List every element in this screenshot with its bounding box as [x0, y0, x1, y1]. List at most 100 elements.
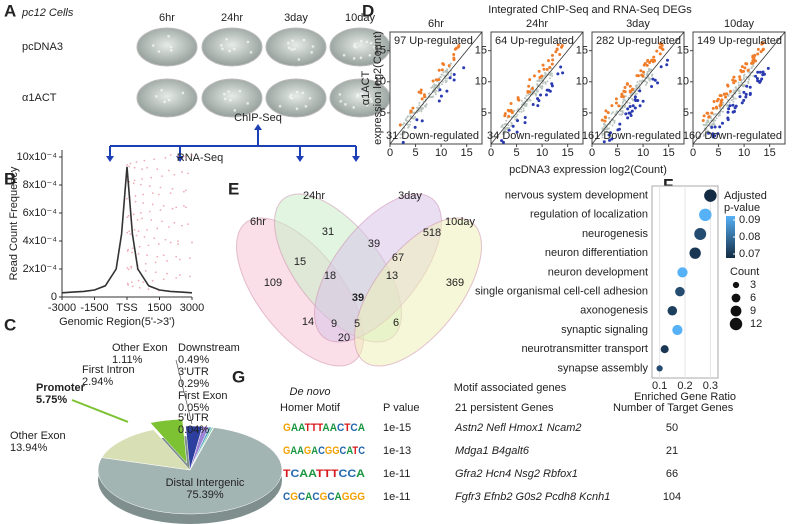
read-speck: [164, 238, 167, 241]
y-tick-label: 2x10⁻⁴: [23, 263, 58, 275]
cell-speck: [246, 40, 250, 44]
cell-speck: [304, 104, 308, 108]
pie-slice: [97, 427, 283, 515]
cell-speck: [310, 51, 313, 54]
scatter-decor: [624, 104, 627, 107]
scatter-decor: [718, 114, 721, 117]
scatter-decor: [447, 64, 451, 68]
scatter-decor: [626, 107, 630, 111]
read-speck: [153, 158, 156, 161]
read-speck: [184, 156, 187, 159]
scatter-decor: [748, 91, 752, 95]
term-dot: [667, 306, 678, 316]
arrow-head: [106, 156, 114, 162]
cell-speck: [365, 40, 369, 44]
scatter-decor: [534, 92, 537, 95]
scatter-decor: [633, 98, 637, 102]
y-tick-label: 4x10⁻⁴: [23, 235, 58, 247]
read-speck: [126, 250, 129, 252]
scatter-decor: [544, 81, 547, 84]
scatter-decor: [528, 90, 532, 94]
cell-speck: [181, 91, 185, 95]
scatter-decor: [719, 103, 723, 107]
legend-title: p-value: [724, 202, 760, 214]
scatter-decor: [751, 54, 755, 58]
scatter-decor: [402, 130, 405, 133]
cell-speck: [369, 97, 373, 101]
read-speck: [175, 276, 178, 279]
scatter-decor: [643, 61, 647, 65]
scatter-decor: [619, 105, 622, 108]
y-tick-label: 10: [374, 76, 386, 88]
pie-value-label: 2.94%: [82, 376, 113, 388]
scatter-decor: [556, 43, 560, 47]
read-speck: [182, 204, 185, 207]
read-speck: [135, 161, 138, 163]
scatter-decor: [539, 93, 543, 97]
profile-line: [61, 166, 193, 294]
y-tick-label: 10: [677, 76, 689, 88]
y-tick-label: 5: [380, 107, 386, 119]
read-speck: [129, 162, 132, 165]
y-tick-label: 10x10⁻⁴: [16, 151, 57, 163]
read-speck: [156, 227, 159, 230]
leader: [175, 359, 193, 425]
scatter-decor: [412, 117, 415, 120]
scatter-decor: [398, 123, 402, 127]
scatter-decor: [614, 97, 618, 101]
scatter-decor: [621, 101, 624, 104]
down-label: 161 Down-regulated: [582, 130, 681, 142]
scatter-decor: [403, 122, 406, 125]
scatter-decor: [440, 73, 443, 76]
cell-speck: [291, 39, 294, 43]
cell-speck: [342, 53, 346, 57]
term-label: nervous system development: [505, 190, 648, 202]
scatter-decor: [756, 70, 760, 74]
read-speck: [184, 206, 187, 209]
read-speck: [137, 279, 140, 282]
read-speck: [132, 213, 135, 216]
scatter-decor: [636, 98, 640, 102]
scatter-decor: [747, 82, 750, 85]
cell-speck: [228, 49, 231, 53]
scatter-decor: [501, 140, 505, 144]
scatter-decor: [601, 136, 604, 139]
scatter-decor: [618, 122, 622, 126]
x-tick-label: 10: [637, 147, 649, 159]
scatter-decor: [738, 75, 742, 79]
scatter-decor: [437, 78, 441, 82]
scatter-decor: [507, 109, 511, 113]
scatter-decor: [759, 50, 763, 54]
scatter-decor: [502, 130, 505, 133]
cell-image: [265, 78, 327, 118]
cell-speck: [295, 107, 299, 111]
scatter-decor: [413, 111, 416, 114]
cell-speck: [293, 47, 296, 51]
cell-speck: [338, 93, 342, 96]
cell-speck: [229, 98, 232, 102]
cell-speck: [308, 96, 312, 100]
panel-label: B: [4, 169, 16, 188]
scatter-decor: [644, 83, 647, 86]
scatter-decor: [529, 99, 532, 102]
scatter-decor: [704, 123, 707, 126]
read-speck: [128, 165, 131, 168]
scatter-decor: [628, 105, 632, 109]
cell-speck: [155, 95, 158, 98]
cell-speck: [287, 41, 290, 45]
scatter-decor: [523, 115, 527, 119]
scatter-decor: [448, 76, 452, 80]
scatter-decor: [514, 116, 517, 119]
scatter-decor: [612, 118, 615, 121]
read-speck: [162, 254, 165, 257]
x-tick-label: 0: [589, 147, 595, 159]
scatter-decor: [541, 77, 544, 80]
cell-speck: [233, 109, 237, 112]
scatter-decor: [515, 130, 519, 134]
scatter-decor: [665, 58, 669, 62]
read-speck: [162, 204, 165, 207]
scatter-decor: [631, 87, 635, 91]
scatter-decor: [503, 127, 506, 130]
read-speck: [173, 221, 176, 224]
pie-slice: [189, 427, 215, 471]
